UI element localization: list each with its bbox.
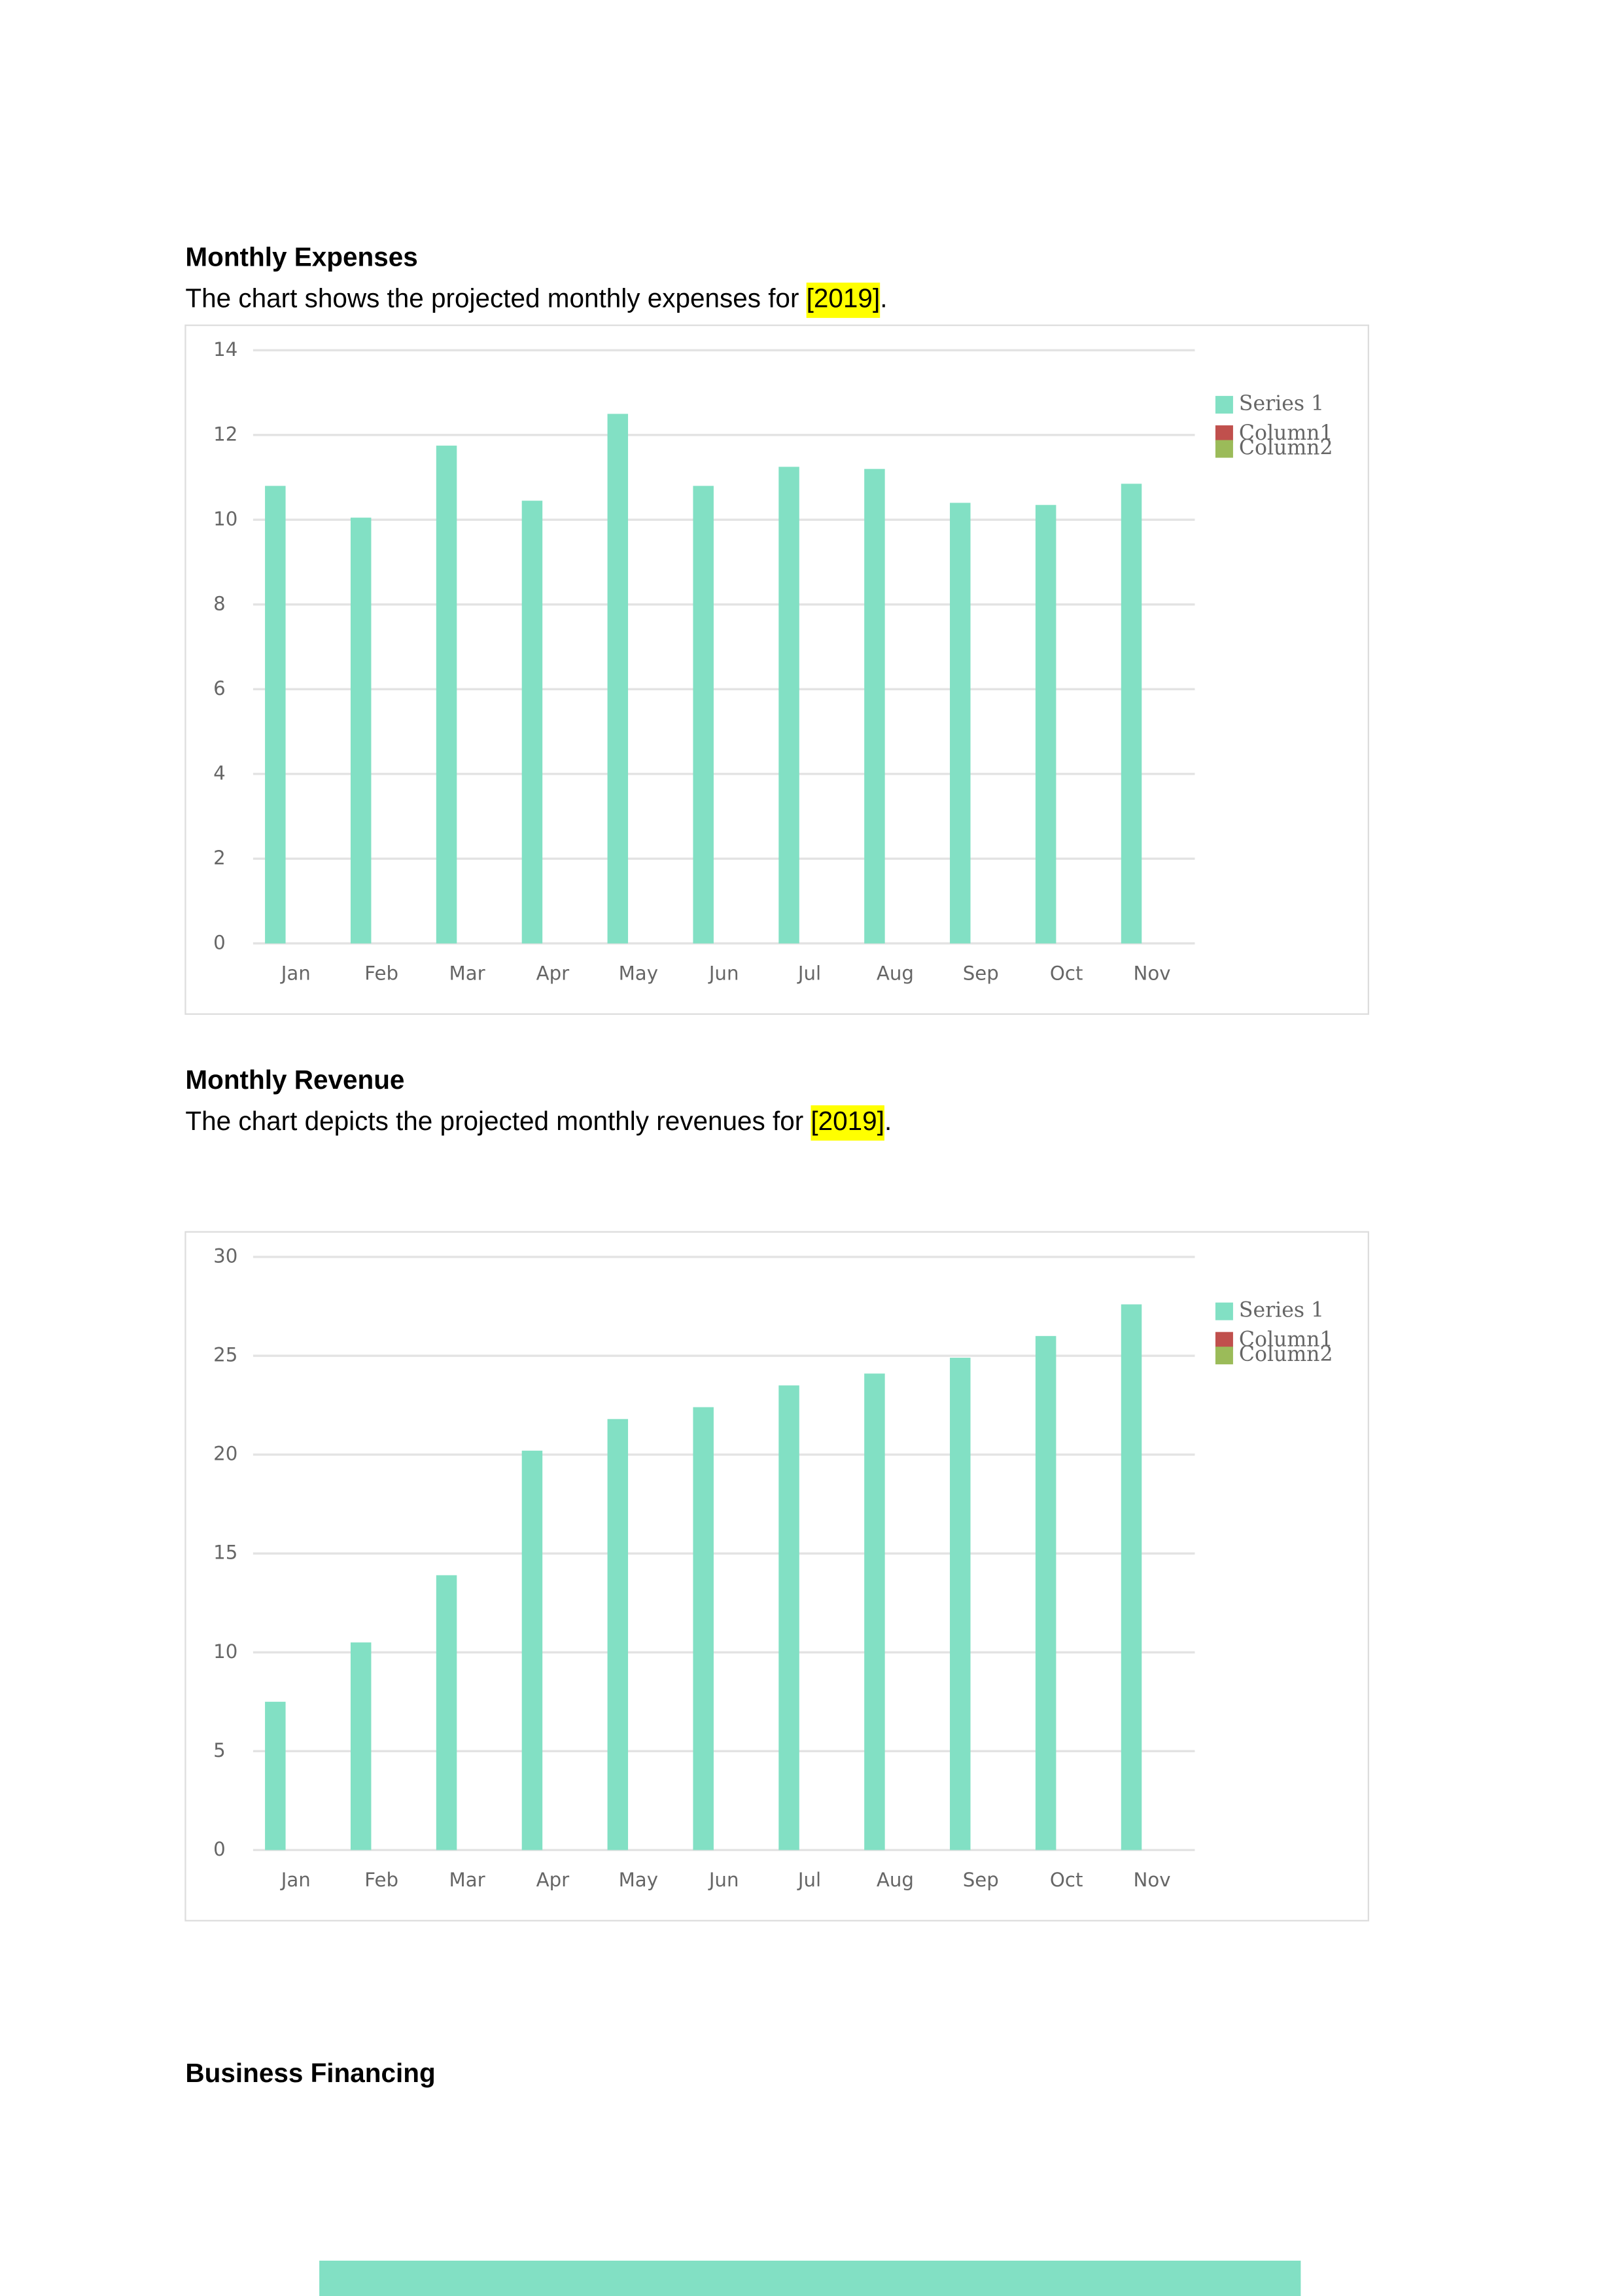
heading: Business Financing [185,2058,435,2088]
y-tick-label: 0 [213,1838,226,1860]
legend-label: Series 1 [1239,392,1324,415]
x-tick-label: Oct [1050,963,1083,985]
x-tick-label: Sep [963,1869,999,1891]
bar [521,501,543,944]
highlight [806,282,881,318]
paragraph-end: . [880,283,887,313]
x-tick-label: Jan [280,963,311,985]
legend-swatch [1215,425,1233,444]
y-tick-label: 2 [213,847,226,869]
legend-label: Column2 [1239,436,1333,460]
legend-swatch [1215,1302,1233,1320]
y-tick-label: 25 [213,1344,237,1366]
paragraph: The chart depicts the projected monthly … [185,1106,811,1136]
legend-swatch [1215,396,1233,414]
x-tick-label: Apr [536,963,570,985]
legend-label: Column1 [1239,1328,1333,1352]
x-tick-label: Feb [364,963,398,985]
bar [521,1451,543,1850]
x-tick-label: Feb [364,1869,398,1891]
x-tick-label: Nov [1133,1869,1170,1891]
bar [1121,1304,1142,1850]
legend-label: Series 1 [1239,1299,1324,1322]
x-tick-label: Jun [708,963,739,985]
bar [950,503,971,944]
bar [436,446,457,944]
paragraph: The chart shows the projected monthly ex… [185,283,806,313]
x-tick-label: May [619,963,658,985]
bar [265,486,286,944]
x-tick-label: Nov [1133,963,1170,985]
y-tick-label: 6 [213,677,226,699]
bar [778,1385,799,1850]
bar [693,486,714,944]
heading: Monthly Revenue [185,1065,404,1095]
bar [1035,1335,1056,1850]
y-tick-label: 15 [213,1542,237,1564]
highlight [811,1105,884,1141]
legend-label: Column2 [1239,1343,1333,1366]
decorative-bar [319,2260,1301,2296]
x-tick-label: Oct [1050,1869,1083,1891]
y-tick-label: 8 [213,592,226,614]
bar [1035,504,1056,944]
x-tick-label: Jun [708,1869,739,1891]
legend-label: Column1 [1239,421,1333,445]
x-tick-label: May [619,1869,658,1891]
x-tick-label: Jul [797,963,821,985]
bar [864,468,885,944]
x-tick-label: Aug [877,963,914,985]
x-tick-label: Sep [963,963,999,985]
bar [607,414,629,944]
highlight-text: [2019] [807,283,881,313]
y-tick-label: 0 [213,931,226,953]
y-tick-label: 14 [213,338,237,361]
chart-frame [184,325,1369,1015]
bar [864,1373,885,1850]
x-tick-label: Jul [797,1869,821,1891]
bar [350,1642,372,1850]
legend-swatch [1215,1332,1233,1350]
highlight-text: [2019] [811,1106,884,1136]
y-tick-label: 12 [213,423,237,445]
legend-swatch [1215,1347,1233,1365]
y-tick-label: 5 [213,1739,226,1761]
bar [950,1358,971,1850]
paragraph-end: . [884,1106,892,1136]
bar [607,1419,629,1850]
y-tick-label: 10 [213,508,237,530]
chart-frame [184,1231,1369,1922]
bar [1121,484,1142,944]
bar [436,1575,457,1850]
bar [778,467,799,944]
x-tick-label: Jan [280,1869,311,1891]
legend-swatch [1215,440,1233,458]
y-tick-label: 30 [213,1245,237,1267]
x-tick-label: Mar [449,963,485,985]
y-tick-label: 4 [213,762,226,784]
bar [265,1701,286,1850]
y-tick-label: 10 [213,1640,237,1663]
x-tick-label: Aug [877,1869,914,1891]
heading: Monthly Expenses [185,242,417,272]
bar [693,1407,714,1850]
y-tick-label: 20 [213,1443,237,1465]
bar [350,518,372,944]
x-tick-label: Mar [449,1869,485,1891]
x-tick-label: Apr [536,1869,570,1891]
